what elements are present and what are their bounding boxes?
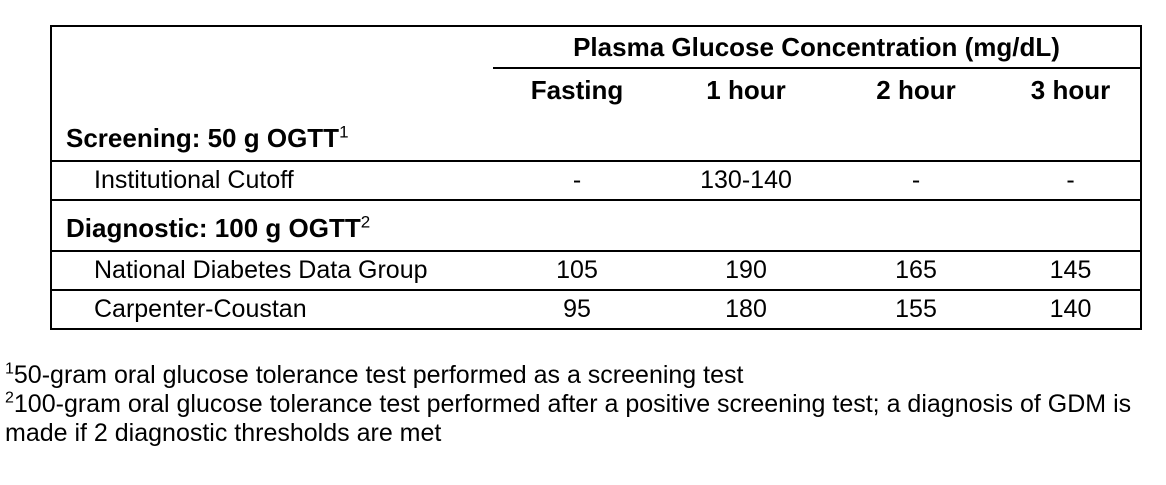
value-2-hour: 155 bbox=[895, 295, 937, 323]
value-1-hour: 190 bbox=[661, 251, 831, 291]
spacer-cell bbox=[51, 68, 493, 111]
column-header-3-hour: 3 hour bbox=[1030, 74, 1111, 105]
value-fasting: 95 bbox=[563, 295, 591, 323]
glucose-thresholds-table: Plasma Glucose Concentration (mg/dL) Fas… bbox=[50, 25, 1143, 330]
footnote-marker-2: 2 bbox=[360, 212, 371, 232]
value-3-hour: 140 bbox=[1049, 295, 1092, 323]
footnote-marker-1: 1 bbox=[339, 122, 349, 142]
column-header-2-hour: 2 hour bbox=[876, 74, 956, 105]
table-row-carpenter-coustan: Carpenter-Coustan 95 180 155 140 bbox=[51, 290, 1141, 329]
section-title-diagnostic: Diagnostic: 100 g OGTT2 bbox=[51, 200, 1142, 252]
table-row-institutional-cutoff: Institutional Cutoff - 130-140 - - bbox=[51, 161, 1142, 201]
row-label: Institutional Cutoff bbox=[51, 161, 493, 201]
spanning-header-row: Plasma Glucose Concentration (mg/dL) bbox=[51, 26, 1142, 69]
column-header-row: Fasting 1 hour 2 hour 3 hour bbox=[51, 68, 1141, 111]
footnote-1-text: 50-gram oral glucose tolerance test perf… bbox=[13, 361, 744, 389]
footnote-2-text: 100-gram oral glucose tolerance test per… bbox=[5, 390, 1132, 447]
section-title-text: Screening: 50 g OGTT bbox=[66, 123, 340, 153]
value-3-hour: - bbox=[1001, 161, 1142, 201]
value-2-hour: - bbox=[831, 161, 1001, 201]
table-row-national-diabetes-data-group: National Diabetes Data Group 105 190 165… bbox=[51, 251, 1142, 291]
row-label: Carpenter-Coustan bbox=[94, 295, 307, 323]
section-title-screening: Screening: 50 g OGTT1 bbox=[51, 111, 1142, 162]
value-fasting: 105 bbox=[493, 251, 661, 291]
column-header-1-hour: 1 hour bbox=[706, 74, 786, 105]
section-title-text: Diagnostic: 100 g OGTT bbox=[66, 213, 361, 243]
footnote-2-marker: 2 bbox=[5, 389, 14, 407]
column-header-fasting: Fasting bbox=[530, 74, 624, 105]
row-label: National Diabetes Data Group bbox=[51, 251, 493, 291]
section-header-diagnostic: Diagnostic: 100 g OGTT2 bbox=[51, 200, 1142, 252]
section-header-screening: Screening: 50 g OGTT1 bbox=[51, 111, 1142, 162]
spanning-header: Plasma Glucose Concentration (mg/dL) bbox=[493, 26, 1142, 69]
footnotes-block: 150-gram oral glucose tolerance test per… bbox=[5, 361, 1161, 448]
value-2-hour: 165 bbox=[831, 251, 1001, 291]
value-3-hour: 145 bbox=[1001, 251, 1142, 291]
footnote-1: 150-gram oral glucose tolerance test per… bbox=[5, 361, 1161, 390]
footnote-1-marker: 1 bbox=[5, 360, 14, 378]
value-1-hour: 180 bbox=[725, 295, 767, 323]
value-fasting: - bbox=[493, 161, 661, 201]
footnote-2: 2100-gram oral glucose tolerance test pe… bbox=[5, 390, 1161, 448]
value-1-hour: 130-140 bbox=[661, 161, 831, 201]
spacer-cell bbox=[51, 26, 493, 68]
